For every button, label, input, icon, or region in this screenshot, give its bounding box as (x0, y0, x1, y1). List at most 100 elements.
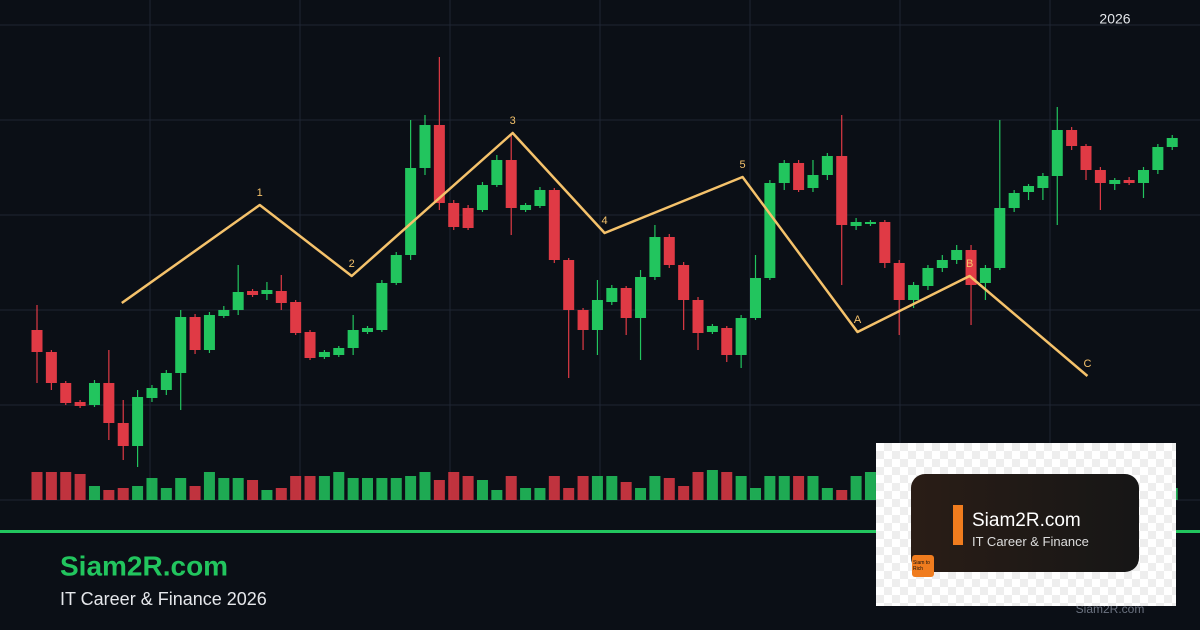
candle-body (132, 397, 144, 446)
candle-body (247, 291, 259, 295)
brand-title: Siam2R.com (60, 550, 228, 581)
divider (0, 530, 1200, 533)
volume-bar (347, 478, 359, 500)
volume-bar (419, 472, 431, 500)
volume-bar (750, 488, 761, 500)
logo-card: Siam2R.com IT Career & Finance Siam to R… (876, 443, 1176, 606)
volume-bar (864, 472, 876, 500)
candle-body (548, 190, 560, 260)
candle-body (1066, 130, 1078, 146)
candle-body (864, 222, 876, 224)
logo-subtitle: IT Career & Finance (972, 534, 1089, 549)
candle-body (1008, 193, 1020, 208)
candle-body (606, 288, 618, 302)
volume-bar (318, 476, 330, 500)
volume-bar (491, 490, 503, 500)
candle-body (203, 315, 215, 350)
candle-body (31, 330, 43, 352)
candle-body (520, 205, 532, 210)
candle-body (448, 203, 460, 227)
candle-body (290, 302, 302, 333)
candle-body (160, 373, 172, 390)
volume-bar (577, 476, 589, 500)
candle-body (692, 300, 704, 333)
candle-body (979, 268, 991, 283)
candle-body (189, 317, 201, 350)
logo-panel (911, 474, 1139, 572)
volume-bar (31, 472, 43, 500)
wave-label: B (966, 258, 973, 270)
candle-body (807, 175, 819, 188)
volume-bar (620, 482, 632, 500)
volume-bar (74, 474, 86, 500)
wave-label: 1 (257, 187, 263, 199)
volume-bar (362, 478, 374, 500)
candle-body (591, 300, 603, 330)
volume-bar (663, 478, 675, 500)
volume-bar (635, 488, 647, 500)
candle-body (922, 268, 934, 286)
volume-bar (807, 476, 819, 500)
year-label: 2026 (1099, 11, 1130, 27)
volume-bar (706, 470, 718, 500)
volume-bar (261, 490, 273, 500)
logo-bar (953, 505, 963, 545)
candle-body (936, 260, 948, 268)
volume-bar (390, 478, 402, 500)
volume-bar (764, 476, 776, 500)
volume-bar (735, 476, 747, 500)
candle-body (793, 163, 805, 190)
candle-body (577, 310, 589, 330)
volume-bar (821, 488, 833, 500)
candle-body (1123, 180, 1135, 183)
volume-bar (591, 476, 603, 500)
candle-body (491, 160, 503, 185)
candle-body (347, 330, 359, 348)
volume-bar (836, 490, 848, 500)
wave-label: A (854, 314, 862, 326)
candle-body (635, 277, 647, 318)
volume-bar (103, 490, 115, 500)
volume-bar (505, 476, 517, 500)
candle-body (1051, 130, 1063, 176)
volume-bar (146, 478, 158, 500)
candle-body (60, 383, 72, 403)
volume-bar (218, 478, 230, 500)
candle-body (390, 255, 402, 283)
volume-bar (534, 488, 546, 500)
volume-bar (563, 488, 575, 500)
candle-body (1137, 170, 1149, 183)
candle-body (1109, 180, 1121, 184)
candle-body (304, 332, 316, 358)
candle-body (879, 222, 891, 263)
candle-body (232, 292, 244, 310)
candle-body (1037, 176, 1049, 188)
candle-body (821, 156, 833, 175)
candle-body (663, 237, 675, 265)
candle-body (1080, 146, 1092, 170)
candle-body (778, 163, 790, 183)
volume-bar (778, 476, 790, 500)
volume-bar (678, 486, 690, 500)
volume-bar (520, 488, 532, 500)
volume-bar (433, 480, 445, 500)
logo-title: Siam2R.com (972, 510, 1081, 531)
candle-body (103, 383, 115, 423)
candle-body (88, 383, 100, 405)
candle-body (376, 283, 388, 330)
candle-body (994, 208, 1006, 268)
volume-bar (117, 488, 129, 500)
volume-bar (462, 476, 474, 500)
candle-body (563, 260, 575, 310)
candle-body (1152, 147, 1164, 170)
candle-body (721, 328, 733, 355)
volume-bar (376, 478, 388, 500)
candle-body (649, 237, 661, 277)
volume-bar (405, 476, 417, 500)
volume-bar (247, 480, 259, 500)
wave-label: 4 (602, 215, 608, 227)
candle-body (1166, 138, 1178, 147)
candle-body (678, 265, 690, 300)
volume-bar (850, 476, 862, 500)
